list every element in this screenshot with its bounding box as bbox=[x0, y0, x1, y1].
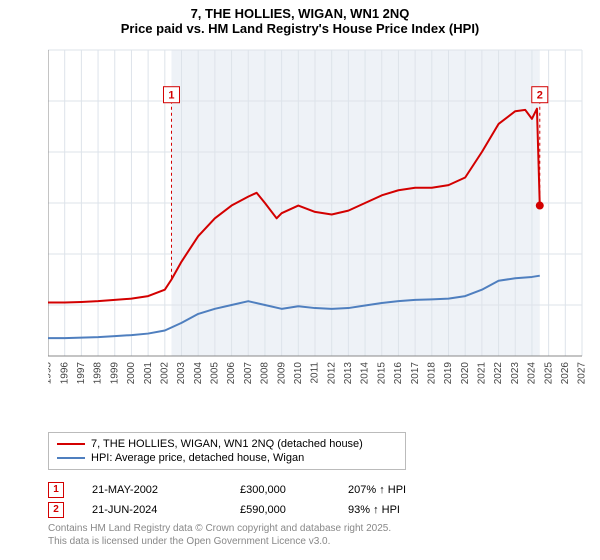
event-date: 21-MAY-2002 bbox=[92, 484, 212, 496]
svg-text:2026: 2026 bbox=[560, 362, 571, 385]
svg-text:1996: 1996 bbox=[59, 362, 70, 385]
svg-text:2018: 2018 bbox=[426, 362, 437, 385]
svg-text:2012: 2012 bbox=[326, 362, 337, 385]
page-subtitle: Price paid vs. HM Land Registry's House … bbox=[0, 21, 600, 36]
legend-item: 7, THE HOLLIES, WIGAN, WN1 2NQ (detached… bbox=[57, 437, 397, 451]
svg-text:2022: 2022 bbox=[493, 362, 504, 385]
svg-text:2010: 2010 bbox=[293, 362, 304, 385]
svg-text:1995: 1995 bbox=[48, 362, 54, 385]
svg-text:2003: 2003 bbox=[176, 362, 187, 385]
legend: 7, THE HOLLIES, WIGAN, WN1 2NQ (detached… bbox=[48, 432, 406, 470]
svg-text:2014: 2014 bbox=[360, 362, 371, 385]
svg-text:2021: 2021 bbox=[477, 362, 488, 385]
legend-swatch bbox=[57, 457, 85, 459]
events-table: 1 21-MAY-2002 £300,000 207% ↑ HPI 2 21-JUN-20… bbox=[48, 480, 406, 520]
event-row: 1 21-MAY-2002 £300,000 207% ↑ HPI bbox=[48, 480, 406, 500]
svg-text:2011: 2011 bbox=[310, 362, 321, 384]
svg-text:2000: 2000 bbox=[126, 362, 137, 385]
svg-text:2005: 2005 bbox=[210, 362, 221, 385]
svg-text:2008: 2008 bbox=[260, 362, 271, 385]
event-delta: 93% ↑ HPI bbox=[348, 504, 400, 516]
svg-text:1997: 1997 bbox=[76, 362, 87, 385]
legend-label: HPI: Average price, detached house, Wiga… bbox=[91, 452, 304, 464]
event-marker: 2 bbox=[48, 502, 64, 518]
svg-text:2024: 2024 bbox=[527, 362, 538, 385]
svg-text:1999: 1999 bbox=[109, 362, 120, 385]
event-price: £300,000 bbox=[240, 484, 320, 496]
svg-text:2004: 2004 bbox=[193, 362, 204, 385]
svg-text:2: 2 bbox=[537, 90, 543, 102]
event-delta: 207% ↑ HPI bbox=[348, 484, 406, 496]
attribution: Contains HM Land Registry data © Crown c… bbox=[48, 522, 391, 548]
svg-text:2009: 2009 bbox=[276, 362, 287, 385]
svg-text:2016: 2016 bbox=[393, 362, 404, 385]
svg-text:2013: 2013 bbox=[343, 362, 354, 385]
event-row: 2 21-JUN-2024 £590,000 93% ↑ HPI bbox=[48, 500, 406, 520]
svg-text:2020: 2020 bbox=[460, 362, 471, 385]
svg-text:2002: 2002 bbox=[159, 362, 170, 385]
page-title: 7, THE HOLLIES, WIGAN, WN1 2NQ bbox=[0, 6, 600, 21]
svg-text:2019: 2019 bbox=[443, 362, 454, 385]
price-chart: £0£200,000£400,000£600,000£800,000£1M£1.… bbox=[48, 46, 588, 396]
attribution-line2: This data is licensed under the Open Gov… bbox=[48, 535, 391, 548]
svg-text:1: 1 bbox=[168, 90, 174, 102]
svg-text:1998: 1998 bbox=[93, 362, 104, 385]
svg-text:2007: 2007 bbox=[243, 362, 254, 385]
svg-text:2015: 2015 bbox=[376, 362, 387, 385]
svg-text:2023: 2023 bbox=[510, 362, 521, 385]
legend-swatch bbox=[57, 443, 85, 445]
svg-text:2001: 2001 bbox=[143, 362, 154, 385]
attribution-line1: Contains HM Land Registry data © Crown c… bbox=[48, 522, 391, 535]
event-marker: 1 bbox=[48, 482, 64, 498]
event-date: 21-JUN-2024 bbox=[92, 504, 212, 516]
event-price: £590,000 bbox=[240, 504, 320, 516]
svg-text:2025: 2025 bbox=[543, 362, 554, 385]
svg-text:2027: 2027 bbox=[577, 362, 588, 385]
legend-label: 7, THE HOLLIES, WIGAN, WN1 2NQ (detached… bbox=[91, 438, 363, 450]
svg-text:2017: 2017 bbox=[410, 362, 421, 385]
legend-item: HPI: Average price, detached house, Wiga… bbox=[57, 451, 397, 465]
svg-text:2006: 2006 bbox=[226, 362, 237, 385]
